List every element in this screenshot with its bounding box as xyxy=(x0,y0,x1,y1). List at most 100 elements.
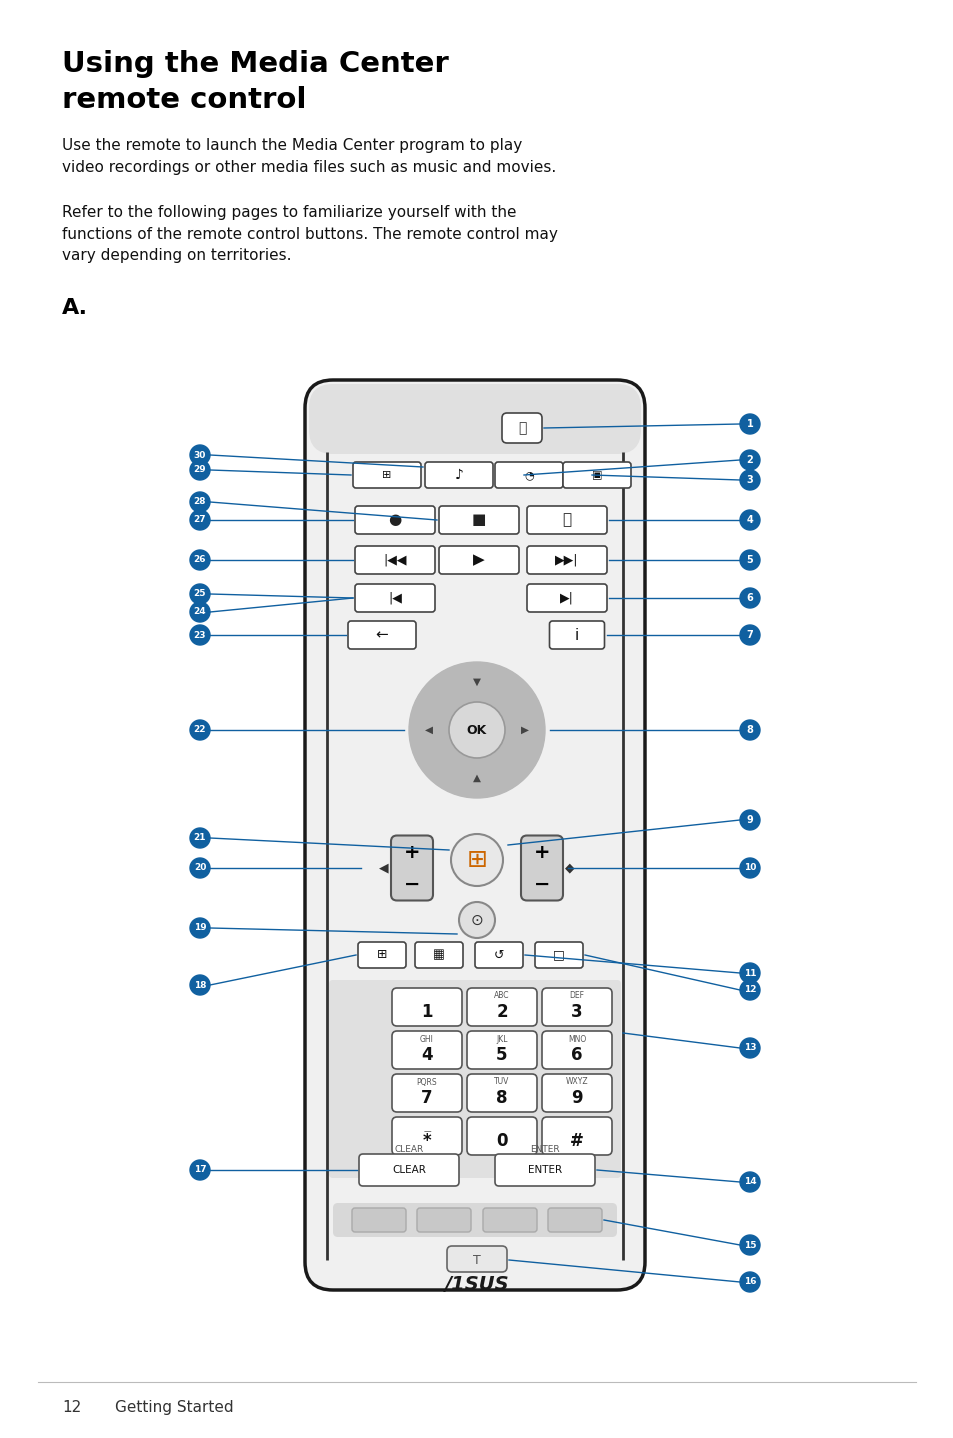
Text: CLEAR: CLEAR xyxy=(394,1146,423,1155)
Text: 24: 24 xyxy=(193,607,206,617)
Text: ◀: ◀ xyxy=(378,861,389,874)
Circle shape xyxy=(190,584,210,604)
Text: Using the Media Center: Using the Media Center xyxy=(62,50,448,78)
FancyBboxPatch shape xyxy=(438,546,518,574)
Text: 26: 26 xyxy=(193,555,206,565)
FancyBboxPatch shape xyxy=(392,1031,461,1068)
FancyBboxPatch shape xyxy=(526,584,606,613)
FancyBboxPatch shape xyxy=(415,942,462,968)
Circle shape xyxy=(190,626,210,646)
Circle shape xyxy=(190,1160,210,1181)
Text: 10: 10 xyxy=(743,863,756,873)
Text: A.: A. xyxy=(62,298,88,318)
Text: ▶▶|: ▶▶| xyxy=(555,554,578,567)
Text: 13: 13 xyxy=(743,1044,756,1053)
Circle shape xyxy=(190,510,210,531)
Text: ⊞: ⊞ xyxy=(382,470,392,480)
Text: 2: 2 xyxy=(496,1002,507,1021)
Ellipse shape xyxy=(409,661,544,798)
Circle shape xyxy=(449,702,504,758)
FancyBboxPatch shape xyxy=(526,546,606,574)
FancyBboxPatch shape xyxy=(358,1155,458,1186)
FancyBboxPatch shape xyxy=(562,462,630,487)
Text: 3: 3 xyxy=(746,475,753,485)
Text: ◆: ◆ xyxy=(564,861,575,874)
Circle shape xyxy=(740,510,760,531)
Circle shape xyxy=(190,828,210,848)
FancyBboxPatch shape xyxy=(526,506,606,533)
FancyBboxPatch shape xyxy=(355,546,435,574)
FancyBboxPatch shape xyxy=(348,621,416,649)
Text: 9: 9 xyxy=(571,1089,582,1107)
Circle shape xyxy=(190,492,210,512)
Text: CLEAR: CLEAR xyxy=(392,1165,425,1175)
Text: JKL: JKL xyxy=(496,1034,507,1044)
FancyBboxPatch shape xyxy=(416,1208,471,1232)
FancyBboxPatch shape xyxy=(501,413,541,443)
Text: ▶: ▶ xyxy=(520,725,529,735)
Text: 11: 11 xyxy=(743,969,756,978)
FancyBboxPatch shape xyxy=(467,1031,537,1068)
Text: 15: 15 xyxy=(743,1241,756,1250)
Circle shape xyxy=(190,975,210,995)
Circle shape xyxy=(190,549,210,569)
Text: 19: 19 xyxy=(193,923,206,932)
FancyBboxPatch shape xyxy=(424,462,493,487)
FancyBboxPatch shape xyxy=(309,384,640,454)
Circle shape xyxy=(740,981,760,999)
Text: Getting Started: Getting Started xyxy=(115,1401,233,1415)
FancyBboxPatch shape xyxy=(305,380,644,1290)
Text: ⏸: ⏸ xyxy=(562,512,571,528)
Text: Refer to the following pages to familiarize yourself with the
functions of the r: Refer to the following pages to familiar… xyxy=(62,206,558,263)
Circle shape xyxy=(740,1273,760,1291)
Text: 22: 22 xyxy=(193,726,206,735)
FancyBboxPatch shape xyxy=(535,942,582,968)
FancyBboxPatch shape xyxy=(329,981,620,1178)
Text: i: i xyxy=(575,627,578,643)
Text: 12: 12 xyxy=(743,985,756,995)
FancyBboxPatch shape xyxy=(392,988,461,1025)
Circle shape xyxy=(458,902,495,938)
Text: /1SUS: /1SUS xyxy=(444,1276,509,1294)
Text: ⊞: ⊞ xyxy=(466,848,487,871)
FancyBboxPatch shape xyxy=(495,1155,595,1186)
Text: ←: ← xyxy=(375,627,388,643)
Text: 28: 28 xyxy=(193,498,206,506)
Circle shape xyxy=(190,603,210,623)
FancyBboxPatch shape xyxy=(355,506,435,533)
Circle shape xyxy=(740,963,760,984)
Text: Use the remote to launch the Media Center program to play
video recordings or ot: Use the remote to launch the Media Cente… xyxy=(62,138,556,174)
Text: 17: 17 xyxy=(193,1166,206,1175)
Circle shape xyxy=(740,720,760,741)
FancyBboxPatch shape xyxy=(467,988,537,1025)
Text: ENTER: ENTER xyxy=(530,1146,559,1155)
FancyBboxPatch shape xyxy=(541,1074,612,1112)
Text: 4: 4 xyxy=(420,1045,433,1064)
Text: *: * xyxy=(422,1132,431,1150)
Text: |◀: |◀ xyxy=(388,591,401,604)
Circle shape xyxy=(740,858,760,879)
FancyBboxPatch shape xyxy=(392,1074,461,1112)
Text: —: — xyxy=(423,1127,431,1136)
Text: 3: 3 xyxy=(571,1002,582,1021)
Circle shape xyxy=(740,549,760,569)
Circle shape xyxy=(740,1172,760,1192)
FancyBboxPatch shape xyxy=(547,1208,601,1232)
Text: remote control: remote control xyxy=(62,86,306,114)
Text: 25: 25 xyxy=(193,590,206,598)
Text: 2: 2 xyxy=(746,454,753,464)
FancyBboxPatch shape xyxy=(482,1208,537,1232)
Circle shape xyxy=(740,588,760,608)
Text: #: # xyxy=(570,1132,583,1150)
FancyBboxPatch shape xyxy=(333,1204,617,1237)
Text: 1: 1 xyxy=(746,418,753,429)
Text: ♪: ♪ xyxy=(454,467,463,482)
Text: ■: ■ xyxy=(472,512,486,528)
FancyBboxPatch shape xyxy=(495,462,562,487)
Text: 6: 6 xyxy=(571,1045,582,1064)
Text: −: − xyxy=(534,874,550,893)
Text: 4: 4 xyxy=(746,515,753,525)
Text: ◔: ◔ xyxy=(523,470,534,480)
FancyBboxPatch shape xyxy=(541,1117,612,1155)
Text: ◀: ◀ xyxy=(424,725,433,735)
